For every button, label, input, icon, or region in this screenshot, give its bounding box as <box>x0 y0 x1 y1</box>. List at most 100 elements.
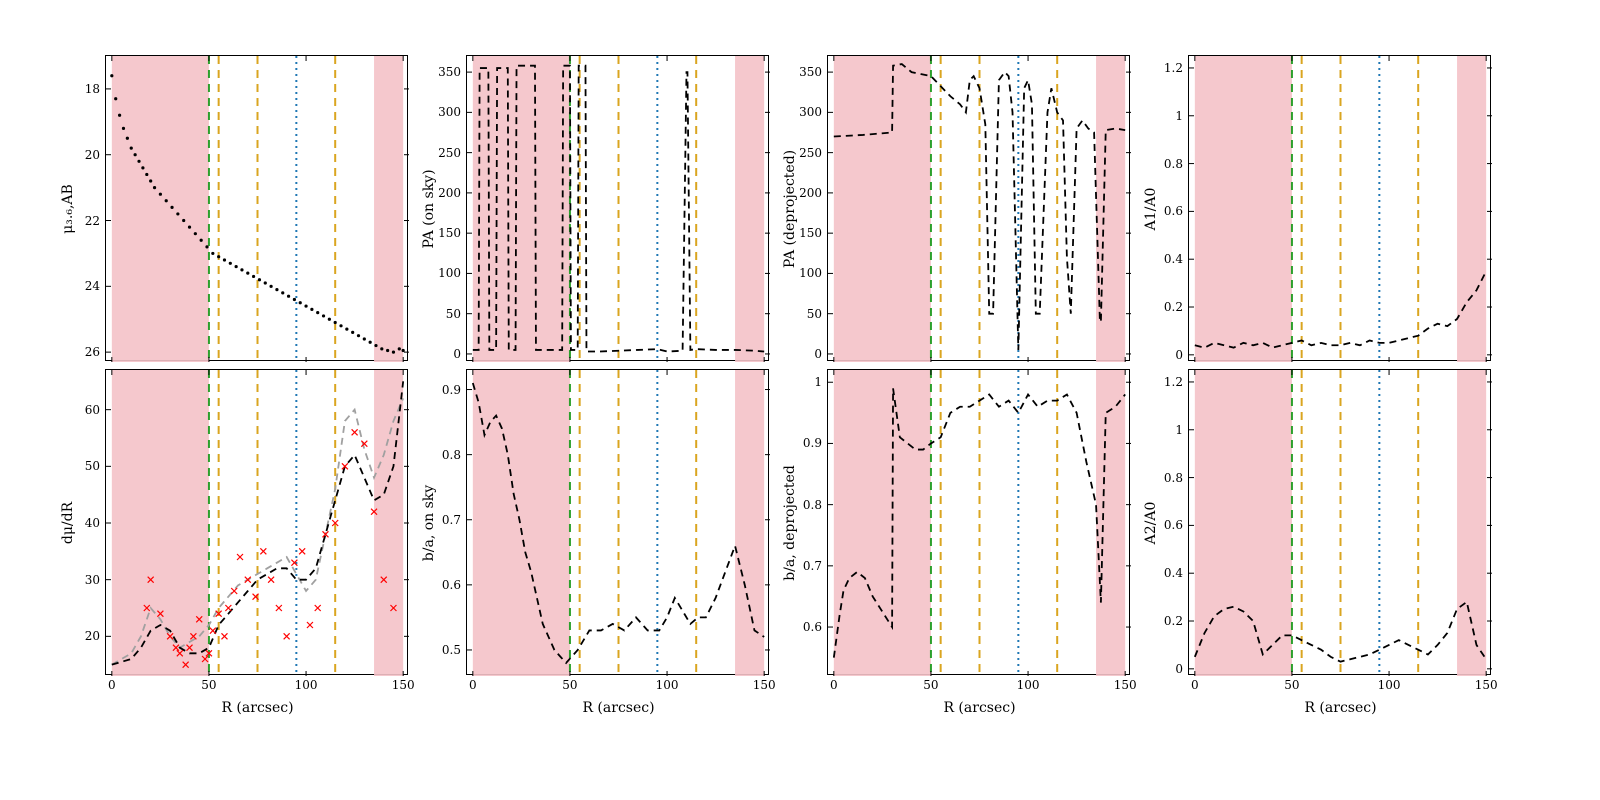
ytick-label: 150 <box>799 226 828 240</box>
data-point <box>188 225 191 228</box>
xtick-label: 50 <box>201 674 216 692</box>
panel-pa_dep: 050100150200250300350PA (deprojected) <box>827 55 1130 361</box>
ytick-label: 350 <box>438 65 467 79</box>
xlabel: R (arcsec) <box>1304 700 1376 716</box>
ytick-label: 250 <box>799 146 828 160</box>
plot-area <box>106 370 409 676</box>
xtick-label: 150 <box>753 674 776 692</box>
xlabel: R (arcsec) <box>582 700 654 716</box>
x-marker <box>245 577 251 583</box>
ytick-label: 0.8 <box>442 448 467 462</box>
data-point <box>310 308 313 311</box>
ytick-label: 100 <box>438 266 467 280</box>
x-marker <box>231 588 237 594</box>
ytick-label: 1.2 <box>1164 375 1189 389</box>
ytick-label: 18 <box>85 82 106 96</box>
panel-mu: 1820222426μ₃.₆,AB <box>105 55 408 361</box>
data-point <box>182 219 185 222</box>
data-point <box>275 288 278 291</box>
ytick-label: 26 <box>85 345 106 359</box>
shaded-zone <box>374 370 403 676</box>
shaded-zone <box>1096 370 1125 676</box>
ytick-label: 50 <box>807 307 828 321</box>
data-point <box>351 331 354 334</box>
data-point <box>339 324 342 327</box>
ytick-label: 300 <box>438 105 467 119</box>
plot-area <box>1189 370 1492 676</box>
data-point <box>240 268 243 271</box>
data-point <box>357 334 360 337</box>
data-point <box>363 337 366 340</box>
ytick-label: 20 <box>85 629 106 643</box>
shaded-zone <box>374 56 403 362</box>
ytick-label: 0.8 <box>1164 471 1189 485</box>
plot-area <box>828 56 1131 362</box>
data-point <box>141 166 144 169</box>
data-point <box>386 349 389 352</box>
shaded-zone <box>735 370 764 676</box>
xtick-label: 100 <box>1378 674 1401 692</box>
shaded-zone <box>834 370 931 676</box>
xtick-label: 50 <box>923 674 938 692</box>
ytick-label: 0.6 <box>1164 204 1189 218</box>
xtick-label: 150 <box>392 674 415 692</box>
data-point <box>229 262 232 265</box>
xtick-label: 0 <box>108 674 116 692</box>
ytick-label: 250 <box>438 146 467 160</box>
plot-area <box>1189 56 1492 362</box>
panel-a2a0: 00.20.40.60.811.2050100150A2/A0R (arcsec… <box>1188 369 1491 675</box>
ytick-label: 0 <box>1175 662 1189 676</box>
ylabel: b/a, on sky <box>421 485 437 561</box>
data-point <box>246 272 249 275</box>
ytick-label: 150 <box>438 226 467 240</box>
xlabel: R (arcsec) <box>221 700 293 716</box>
ytick-label: 50 <box>446 307 467 321</box>
data-point <box>194 232 197 235</box>
xtick-label: 50 <box>1284 674 1299 692</box>
ytick-label: 24 <box>85 279 106 293</box>
panel-ba_sky: 0.50.60.70.80.9050100150b/a, on skyR (ar… <box>466 369 769 675</box>
xtick-label: 0 <box>1191 674 1199 692</box>
data-point <box>293 298 296 301</box>
data-point <box>211 252 214 255</box>
shaded-zone <box>735 56 764 362</box>
shaded-zone <box>834 56 931 362</box>
ytick-label: 300 <box>799 105 828 119</box>
data-point <box>110 74 113 77</box>
data-point <box>345 327 348 330</box>
x-marker <box>221 633 227 639</box>
shaded-zone <box>473 370 570 676</box>
data-point <box>316 311 319 314</box>
plot-area <box>467 370 770 676</box>
ytick-label: 40 <box>85 516 106 530</box>
plot-area <box>828 370 1131 676</box>
data-point <box>287 295 290 298</box>
xtick-label: 100 <box>1017 674 1040 692</box>
xtick-label: 50 <box>562 674 577 692</box>
data-point <box>200 239 203 242</box>
panel-a1a0: 00.20.40.60.811.2A1/A0 <box>1188 55 1491 361</box>
data-point <box>304 304 307 307</box>
x-marker <box>352 429 358 435</box>
data-point <box>334 321 337 324</box>
data-point <box>134 153 137 156</box>
ytick-label: 0 <box>1175 348 1189 362</box>
x-marker <box>268 577 274 583</box>
data-point <box>122 127 125 130</box>
plot-area <box>106 56 409 362</box>
ytick-label: 0.8 <box>1164 157 1189 171</box>
data-point <box>392 351 395 354</box>
data-point <box>130 147 133 150</box>
ylabel: PA (deprojected) <box>782 150 798 268</box>
panel-ba_dep: 0.60.70.80.91050100150b/a, deprojectedR … <box>827 369 1130 675</box>
xtick-label: 100 <box>656 674 679 692</box>
ytick-label: 0.4 <box>1164 566 1189 580</box>
ytick-label: 0.9 <box>803 436 828 450</box>
data-point <box>380 347 383 350</box>
data-point <box>235 265 238 268</box>
data-point <box>118 114 121 117</box>
x-marker <box>210 628 216 634</box>
ytick-label: 0 <box>814 347 828 361</box>
data-point <box>328 318 331 321</box>
data-point <box>398 347 401 350</box>
